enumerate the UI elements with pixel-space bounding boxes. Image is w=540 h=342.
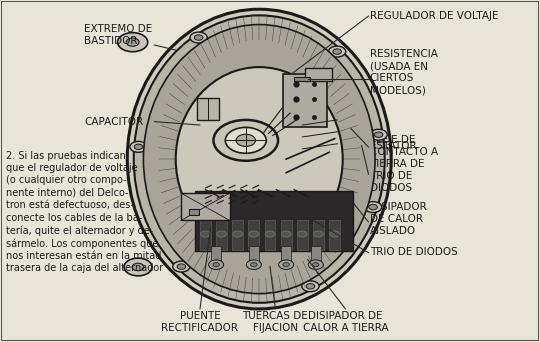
Bar (265, 220, 275, 250)
Circle shape (281, 231, 291, 237)
Bar (329, 220, 340, 250)
Bar (313, 220, 324, 250)
Bar (294, 77, 310, 81)
Circle shape (213, 263, 219, 267)
Text: TUERCAS DE
FIJACION: TUERCAS DE FIJACION (242, 311, 308, 333)
Bar (232, 220, 243, 250)
FancyBboxPatch shape (194, 192, 354, 251)
Bar (189, 209, 199, 215)
Circle shape (265, 231, 275, 237)
Circle shape (308, 260, 323, 269)
Text: ESTATOR: ESTATOR (370, 142, 416, 152)
Circle shape (298, 231, 307, 237)
Bar (248, 220, 259, 250)
Bar (216, 220, 227, 250)
Text: CAPACITOR: CAPACITOR (84, 117, 143, 127)
Bar (200, 220, 211, 250)
Bar (181, 193, 230, 220)
Circle shape (208, 260, 224, 269)
Circle shape (246, 260, 261, 269)
Text: REGULADOR DE VOLTAJE: REGULADOR DE VOLTAJE (370, 11, 498, 21)
Circle shape (369, 205, 377, 210)
Circle shape (177, 264, 186, 269)
Circle shape (132, 263, 144, 271)
Ellipse shape (176, 67, 343, 251)
Ellipse shape (127, 9, 391, 309)
Circle shape (225, 128, 266, 153)
Circle shape (330, 231, 340, 237)
Circle shape (302, 281, 319, 292)
Circle shape (213, 120, 278, 161)
Text: TRIO DE DIODOS: TRIO DE DIODOS (370, 247, 457, 257)
Circle shape (118, 32, 148, 52)
Bar (297, 220, 308, 250)
Circle shape (173, 261, 190, 272)
Bar (281, 246, 291, 265)
Circle shape (236, 134, 255, 146)
Circle shape (124, 258, 152, 276)
Circle shape (194, 35, 203, 40)
Circle shape (370, 129, 387, 140)
Text: RESISTENCIA
(USADA EN
CIERTOS
MODELOS): RESISTENCIA (USADA EN CIERTOS MODELOS) (370, 49, 437, 95)
Circle shape (279, 260, 294, 269)
Circle shape (126, 38, 139, 46)
Circle shape (283, 263, 289, 267)
Text: DISIPADOR
DE CALOR
AISLADO: DISIPADOR DE CALOR AISLADO (370, 202, 427, 236)
Circle shape (364, 202, 382, 212)
Text: PUENTE
RECTIFICADOR: PUENTE RECTIFICADOR (161, 311, 239, 333)
Bar (211, 246, 221, 265)
Bar (311, 246, 321, 265)
Circle shape (313, 263, 319, 267)
Circle shape (233, 231, 242, 237)
Bar (281, 220, 292, 250)
Circle shape (328, 46, 346, 57)
Circle shape (251, 263, 257, 267)
Circle shape (200, 231, 210, 237)
Circle shape (134, 144, 143, 149)
Text: FLEJE DE
CONTACTO A
TIERRA DE
TRIO DE
DIODOS: FLEJE DE CONTACTO A TIERRA DE TRIO DE DI… (370, 135, 438, 193)
Text: EXTREMO DE
BASTIDOR: EXTREMO DE BASTIDOR (84, 24, 152, 46)
Circle shape (249, 231, 259, 237)
Text: DISIPADOR DE
CALOR A TIERRA: DISIPADOR DE CALOR A TIERRA (302, 311, 388, 333)
Circle shape (217, 231, 226, 237)
Bar (284, 74, 327, 127)
Text: 2. Si las pruebas indican
que el regulador de voltaje
(o cualquier otro compo-
n: 2. Si las pruebas indican que el regulad… (6, 150, 163, 274)
Circle shape (190, 32, 207, 43)
Circle shape (374, 132, 383, 137)
Ellipse shape (144, 25, 375, 294)
Bar (197, 98, 219, 120)
Bar (305, 68, 332, 81)
Bar (249, 246, 259, 265)
Circle shape (306, 284, 315, 289)
Circle shape (333, 49, 341, 54)
Circle shape (314, 231, 323, 237)
Ellipse shape (134, 15, 384, 303)
Circle shape (130, 141, 147, 152)
